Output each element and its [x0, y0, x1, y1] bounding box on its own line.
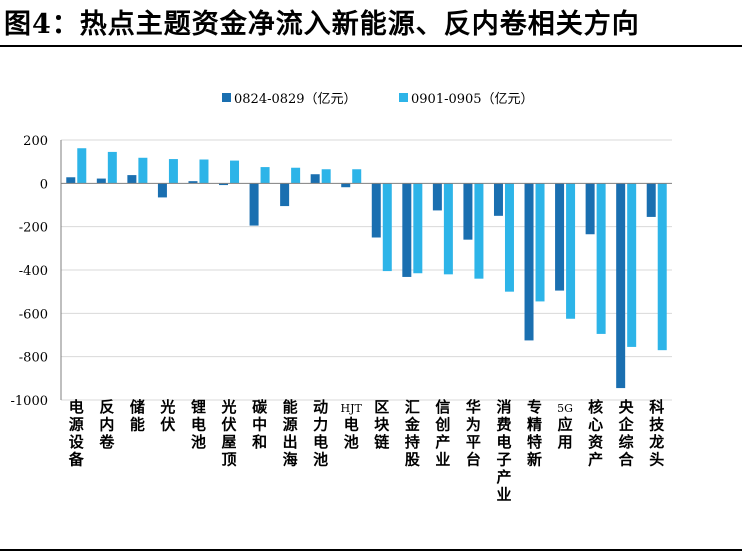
- bar-series-2: [627, 183, 637, 347]
- bar-series-1: [402, 183, 412, 277]
- x-tick-label: 光伏屋顶: [221, 398, 237, 469]
- x-tick-label: HJT 电池: [341, 402, 363, 451]
- bar-series-2: [413, 183, 423, 274]
- bar-series-1: [310, 174, 320, 184]
- bar-series-1: [96, 178, 106, 184]
- bar-series-2: [474, 183, 484, 279]
- y-tick-label: -1000: [11, 394, 48, 409]
- bottom-rule: [0, 549, 742, 551]
- title-rule: [0, 45, 742, 47]
- x-tick-label: 动力电池: [313, 398, 328, 469]
- x-tick-label: 汇金持股: [404, 398, 421, 469]
- bar-series-1: [371, 183, 381, 238]
- bar-series-2: [77, 148, 87, 184]
- bar-series-2: [352, 169, 362, 184]
- x-tick-label: 光伏: [159, 398, 175, 434]
- x-tick-label: 区块链: [374, 398, 390, 451]
- bar-series-1: [555, 183, 565, 291]
- bar-series-1: [585, 183, 595, 235]
- bar-series-2: [260, 167, 270, 184]
- bar-series-2: [596, 183, 606, 334]
- bar-series-1: [616, 183, 626, 389]
- legend-item-series-1: 0824-0829（亿元）: [222, 88, 357, 107]
- x-tick-label: 锂电池: [191, 398, 206, 451]
- x-tick-label: 华为平台: [466, 398, 481, 469]
- bar-series-2: [168, 159, 178, 184]
- y-tick-label: 0: [40, 177, 48, 192]
- x-tick-label: 消费电子产业: [496, 398, 511, 504]
- bar-series-2: [138, 157, 148, 184]
- y-tick-label: -800: [19, 351, 48, 366]
- title-bar: 图4：热点主题资金净流入新能源、反内卷相关方向: [0, 0, 742, 44]
- x-tick-label: 专精特新: [527, 398, 542, 469]
- legend-item-series-2: 0901-0905（亿元）: [399, 88, 534, 107]
- x-tick-label: 科技龙头: [648, 398, 665, 469]
- bar-series-1: [524, 183, 534, 341]
- bar-series-2: [657, 183, 667, 351]
- legend-label-series-1: 0824-0829（亿元）: [234, 92, 357, 107]
- bar-series-1: [646, 183, 656, 217]
- y-tick-label: -200: [19, 221, 48, 236]
- bar-series-2: [535, 183, 545, 302]
- legend: 0824-0829（亿元） 0901-0905（亿元）: [0, 88, 742, 108]
- y-tick-label: 200: [23, 134, 48, 149]
- x-tick-label: 反内卷: [98, 398, 115, 451]
- legend-label-series-2: 0901-0905（亿元）: [411, 92, 534, 107]
- bar-series-1: [66, 177, 76, 184]
- bar-series-2: [504, 183, 514, 292]
- bar-series-1: [249, 183, 259, 226]
- x-tick-label: 能源出海: [283, 398, 298, 469]
- bar-series-1: [219, 183, 229, 186]
- bar-series-1: [127, 175, 137, 184]
- x-tick-label: 央企综合: [618, 398, 635, 469]
- chart-title: 图4：热点主题资金净流入新能源、反内卷相关方向: [4, 9, 640, 40]
- bar-series-1: [188, 181, 198, 184]
- bar-series-2: [382, 183, 392, 272]
- bar-series-1: [432, 183, 442, 211]
- x-tick-label: 信创产业: [434, 398, 450, 469]
- bar-series-2: [230, 160, 240, 184]
- x-tick-label: 储能: [130, 398, 145, 434]
- legend-swatch-series-2: [399, 93, 408, 102]
- x-tick-label: 核心资产: [588, 398, 603, 469]
- bar-series-2: [566, 183, 576, 319]
- bar-series-2: [107, 151, 117, 184]
- bar-series-1: [493, 183, 503, 216]
- bar-series-1: [280, 183, 290, 207]
- x-tick-label: 碳中和: [252, 398, 268, 451]
- y-tick-label: -600: [19, 307, 48, 322]
- bar-series-2: [321, 169, 331, 184]
- bar-series-1: [157, 183, 167, 198]
- legend-swatch-series-1: [222, 93, 231, 102]
- bar-series-2: [291, 167, 301, 184]
- bar-series-2: [443, 183, 453, 275]
- bar-series-1: [341, 183, 351, 188]
- bar-series-2: [199, 159, 209, 184]
- y-tick-label: -400: [19, 264, 48, 279]
- x-tick-label: 5G 应用: [557, 402, 573, 451]
- bar-series-1: [463, 183, 473, 240]
- x-tick-label: 电源设备: [68, 398, 85, 469]
